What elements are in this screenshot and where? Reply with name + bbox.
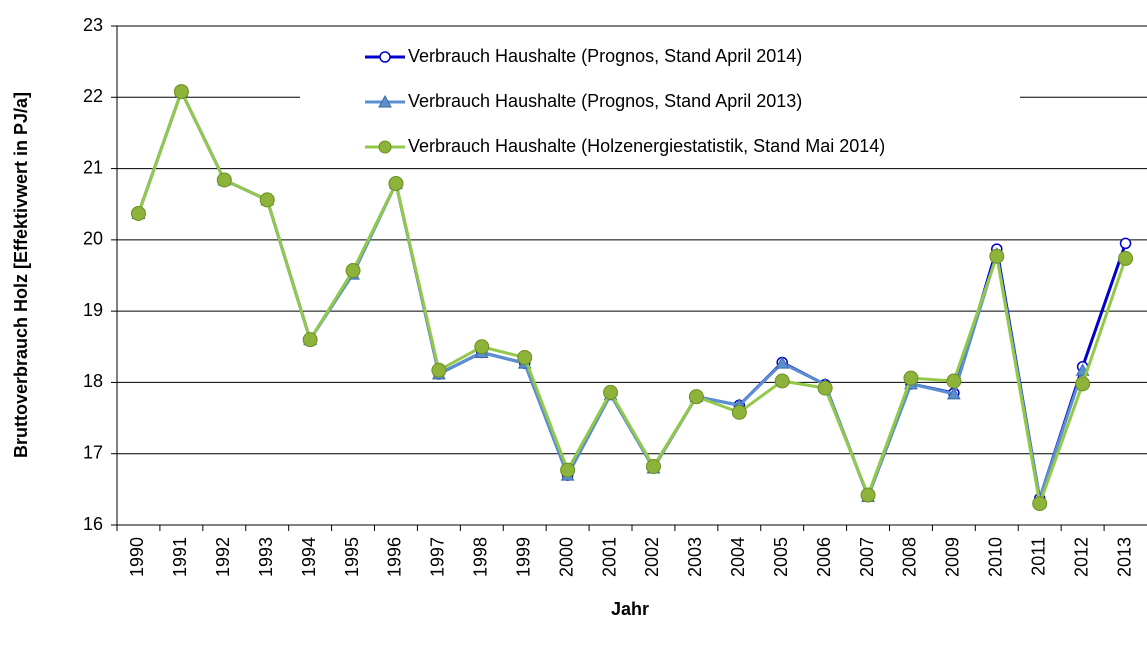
marker bbox=[1075, 376, 1091, 392]
marker bbox=[216, 172, 232, 188]
legend-marker bbox=[378, 140, 392, 154]
x-tick-label: 2001 bbox=[599, 537, 619, 577]
x-tick-label: 2013 bbox=[1114, 537, 1134, 577]
marker bbox=[1118, 250, 1134, 266]
marker bbox=[1119, 237, 1132, 250]
marker bbox=[645, 459, 661, 475]
marker bbox=[517, 349, 533, 365]
marker bbox=[946, 373, 962, 389]
marker bbox=[431, 362, 447, 378]
legend-label: Verbrauch Haushalte (Holzenergiestatisti… bbox=[408, 136, 885, 156]
marker bbox=[688, 389, 704, 405]
marker bbox=[817, 380, 833, 396]
x-tick-label: 2008 bbox=[900, 537, 920, 577]
x-tick-label: 2009 bbox=[943, 537, 963, 577]
legend-marker bbox=[379, 51, 391, 63]
x-tick-label: 2012 bbox=[1071, 537, 1091, 577]
x-tick-label: 1992 bbox=[213, 537, 233, 577]
x-tick-label: 1990 bbox=[127, 537, 147, 577]
y-tick-label: 20 bbox=[83, 229, 103, 249]
y-tick-label: 17 bbox=[83, 442, 103, 462]
x-tick-label: 1998 bbox=[471, 537, 491, 577]
marker bbox=[345, 263, 361, 279]
marker bbox=[1032, 496, 1048, 512]
marker bbox=[388, 176, 404, 192]
marker bbox=[731, 404, 747, 420]
x-tick-label: 2003 bbox=[685, 537, 705, 577]
marker bbox=[560, 462, 576, 478]
x-tick-label: 2007 bbox=[857, 537, 877, 577]
x-tick-label: 1999 bbox=[513, 537, 533, 577]
legend-marker bbox=[378, 94, 392, 108]
marker bbox=[775, 356, 790, 369]
x-tick-label: 2010 bbox=[986, 537, 1006, 577]
marker bbox=[989, 248, 1005, 264]
legend-box bbox=[300, 38, 1020, 168]
x-tick-label: 1993 bbox=[256, 537, 276, 577]
x-tick-label: 2000 bbox=[556, 537, 576, 577]
legend-label: Verbrauch Haushalte (Prognos, Stand Apri… bbox=[408, 91, 802, 111]
y-tick-label: 21 bbox=[83, 157, 103, 177]
x-tick-label: 2002 bbox=[642, 537, 662, 577]
y-tick-label: 18 bbox=[83, 371, 103, 391]
y-tick-label: 16 bbox=[83, 514, 103, 534]
x-tick-label: 2004 bbox=[728, 537, 748, 577]
x-axis-label: Jahr bbox=[611, 599, 649, 619]
x-tick-label: 1997 bbox=[428, 537, 448, 577]
y-tick-label: 23 bbox=[83, 15, 103, 35]
x-tick-label: 1994 bbox=[299, 537, 319, 577]
x-tick-label: 2005 bbox=[771, 537, 791, 577]
y-tick-label: 22 bbox=[83, 86, 103, 106]
marker bbox=[173, 84, 189, 100]
marker bbox=[302, 332, 318, 348]
y-axis-label: Bruttoverbrauch Holz [Effektivwert in PJ… bbox=[11, 92, 31, 458]
legend-marker bbox=[379, 51, 391, 63]
marker bbox=[774, 373, 790, 389]
marker bbox=[603, 384, 619, 400]
marker bbox=[860, 487, 876, 503]
marker bbox=[474, 339, 490, 355]
marker bbox=[903, 370, 919, 386]
x-tick-label: 2011 bbox=[1028, 537, 1048, 576]
x-tick-label: 1996 bbox=[385, 537, 405, 577]
x-tick-label: 2006 bbox=[814, 537, 834, 577]
x-tick-label: 1995 bbox=[342, 537, 362, 577]
marker bbox=[947, 386, 961, 400]
marker bbox=[259, 192, 275, 208]
legend-marker bbox=[378, 140, 392, 154]
legend-label: Verbrauch Haushalte (Prognos, Stand Apri… bbox=[408, 46, 802, 66]
series-line bbox=[137, 87, 1127, 510]
y-tick-label: 19 bbox=[83, 300, 103, 320]
x-tick-label: 1991 bbox=[170, 537, 190, 577]
marker bbox=[130, 205, 146, 221]
legend-marker bbox=[378, 94, 392, 108]
